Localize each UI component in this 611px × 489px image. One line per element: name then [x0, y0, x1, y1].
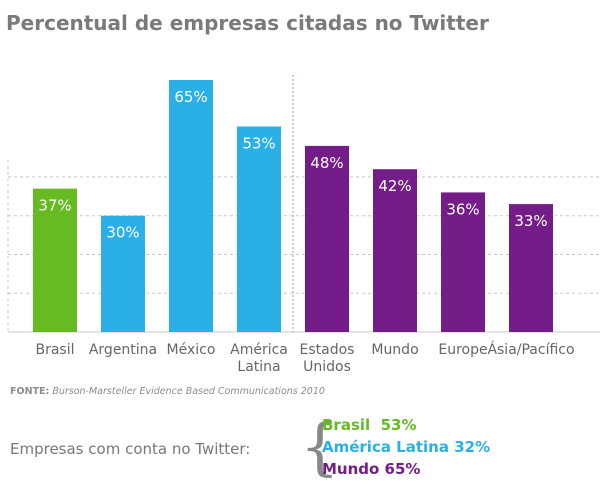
value-label-brasil: 37% — [38, 197, 71, 215]
category-label-america-latina-line2: Latina — [237, 359, 280, 375]
value-label-mexico: 65% — [174, 88, 207, 106]
value-label-america-latina: 53% — [242, 135, 275, 153]
bar-estados-unidos — [305, 146, 349, 332]
category-label-america-latina-line1: América — [230, 342, 288, 358]
value-label-mundo: 42% — [378, 177, 411, 195]
category-label-europe: Europe — [438, 342, 487, 358]
accounts-item-brasil: Brasil 53% — [322, 416, 417, 434]
source-note: FONTE: Burson-Marsteller Evidence Based … — [10, 386, 325, 397]
value-label-europe: 36% — [446, 200, 479, 218]
category-label-argentina: Argentina — [89, 342, 157, 358]
bar-chart: 37% 30% 65% 53% 48% 42% 36% 33% Brasil Argentina… — [0, 0, 611, 380]
source-text: Burson-Marsteller Evidence Based Communi… — [52, 386, 325, 397]
category-label-estados-unidos-line1: Estados — [300, 342, 355, 358]
source-label: FONTE: — [10, 386, 49, 397]
category-label-mundo: Mundo — [371, 342, 418, 358]
value-label-estados-unidos: 48% — [310, 154, 343, 172]
accounts-item-mundo: Mundo 65% — [322, 460, 420, 478]
value-label-asia-pacifico: 33% — [514, 212, 547, 230]
value-label-argentina: 30% — [106, 224, 139, 242]
category-label-brasil: Brasil — [35, 342, 74, 358]
category-label-mexico: México — [167, 342, 216, 358]
bar-america-latina — [237, 127, 281, 333]
accounts-label: Empresas com conta no Twitter: — [10, 440, 250, 458]
bar-mexico — [169, 80, 213, 332]
accounts-item-america-latina: América Latina 32% — [322, 438, 490, 456]
category-label-estados-unidos-line2: Unidos — [303, 359, 351, 375]
category-label-asia-pacifico: Ásia/Pacífico — [487, 341, 574, 358]
